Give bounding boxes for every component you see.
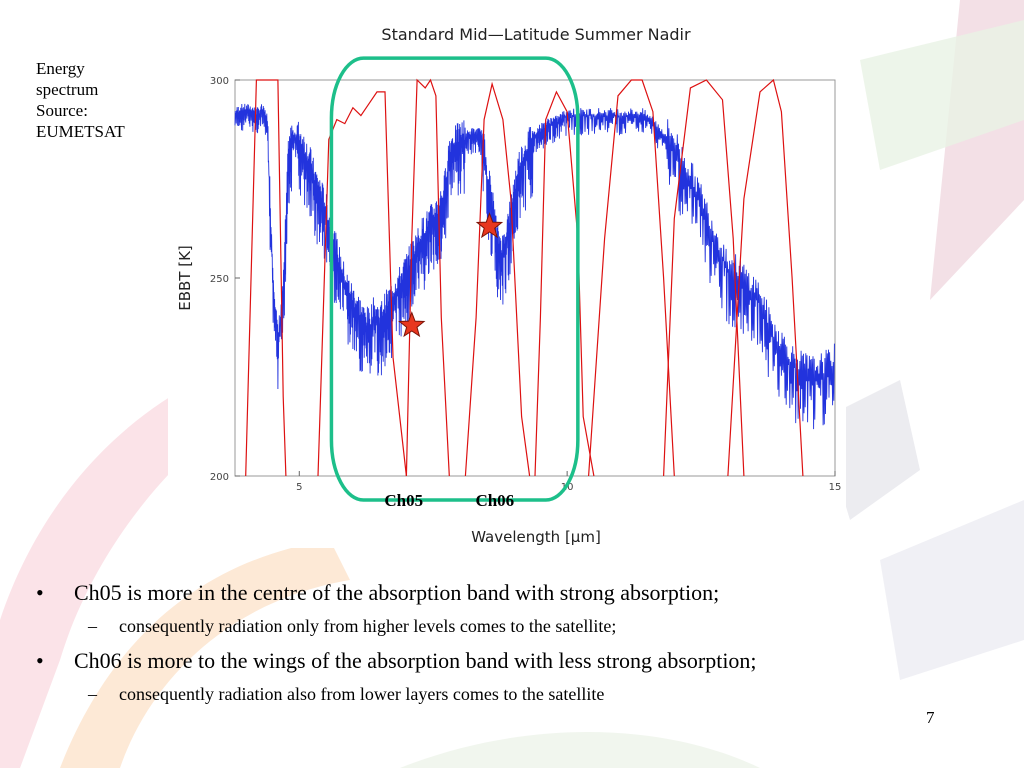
star-marker	[475, 212, 504, 239]
filter-curve	[245, 79, 287, 477]
channel-annotations: Ch05 Ch06	[384, 491, 514, 510]
x-tick-label: 15	[829, 482, 842, 493]
y-tick-label: 250	[210, 274, 229, 285]
bullet-list: • Ch05 is more in the centre of the abso…	[30, 578, 990, 714]
page-number: 7	[926, 708, 935, 727]
channel-filter-series	[245, 78, 804, 477]
filter-curve	[663, 79, 745, 477]
star-markers	[398, 212, 504, 338]
source-note: Energy spectrum Source: EUMETSAT	[36, 59, 125, 141]
bullet-marker: •	[36, 648, 44, 673]
filter-curve	[464, 81, 531, 477]
chart-svg: Standard Mid—Latitude Summer Nadir 5 10 15…	[176, 25, 842, 546]
y-tick-label: 200	[210, 472, 229, 483]
highlight-box	[329, 56, 580, 502]
bullet-item: • Ch06 is more to the wings of the absor…	[30, 646, 990, 676]
filter-curve	[588, 79, 675, 477]
spectrum-series	[234, 103, 835, 430]
sub-bullet-text: consequently radiation only from higher …	[119, 616, 617, 636]
sub-bullet-marker: –	[88, 616, 97, 636]
sub-bullet-item: – consequently radiation only from highe…	[30, 614, 990, 638]
bullet-marker: •	[36, 580, 44, 605]
bullet-text: Ch05 is more in the centre of the absorp…	[74, 580, 720, 605]
star-marker	[398, 311, 426, 338]
filter-curve	[727, 78, 804, 477]
x-tick-label: 5	[296, 482, 302, 493]
channel-label: Ch06	[475, 491, 514, 510]
filter-curve	[317, 91, 407, 477]
bullet-text: Ch06 is more to the wings of the absorpt…	[74, 648, 757, 673]
y-axis-label: EBBT [K]	[176, 245, 194, 311]
y-tick-label: 300	[210, 76, 229, 87]
bullet-item: • Ch05 is more in the centre of the abso…	[30, 578, 990, 608]
highlight-group	[329, 56, 580, 502]
filter-curve	[534, 90, 595, 477]
filter-curve	[405, 78, 450, 477]
spectrum-line	[234, 103, 835, 430]
sub-bullet-text: consequently radiation also from lower l…	[119, 684, 605, 704]
x-axis-label: Wavelength [μm]	[471, 528, 601, 546]
sub-bullet-item: – consequently radiation also from lower…	[30, 682, 990, 706]
channel-label: Ch05	[384, 491, 423, 510]
chart-title: Standard Mid—Latitude Summer Nadir	[381, 25, 691, 44]
sub-bullet-marker: –	[88, 684, 97, 704]
spectrum-chart: Standard Mid—Latitude Summer Nadir 5 10 15…	[168, 8, 846, 548]
